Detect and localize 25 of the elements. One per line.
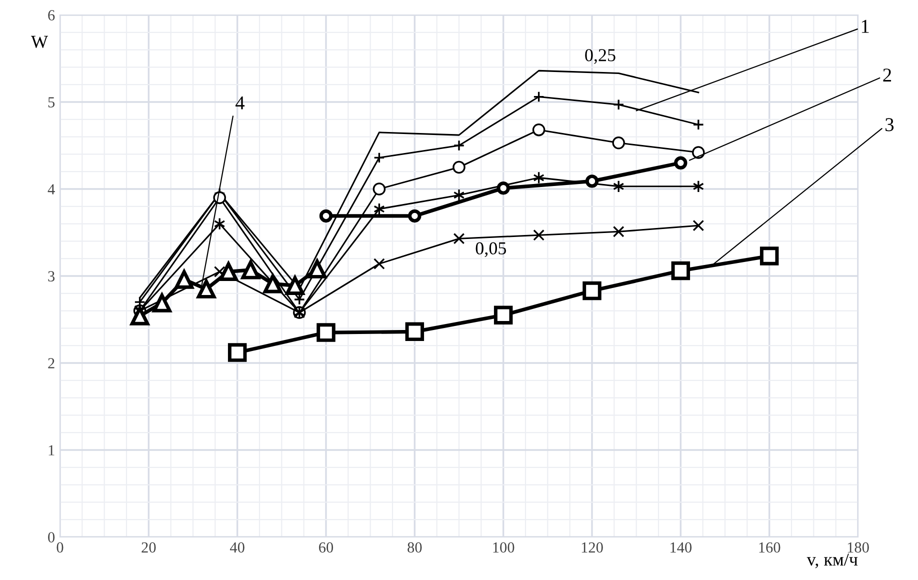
x-tick-label: 80 bbox=[408, 542, 422, 553]
x-tick-label: 20 bbox=[142, 542, 156, 553]
annotation: 1 bbox=[862, 20, 869, 33]
x-tick-label: 0 bbox=[56, 542, 64, 553]
x-tick-label: 60 bbox=[319, 542, 334, 553]
y-tick-label: 3 bbox=[48, 271, 55, 282]
x-tick-label: 140 bbox=[670, 542, 692, 553]
annotation: 0,25 bbox=[585, 49, 616, 64]
x-axis-title: v, км/ч bbox=[806, 554, 858, 568]
y-tick-label: 2 bbox=[48, 358, 54, 368]
x-tick-label: 120 bbox=[582, 542, 603, 553]
annotation: 0,05 bbox=[476, 242, 506, 258]
annotation: 2 bbox=[883, 68, 892, 82]
x-tick-label: 40 bbox=[230, 542, 244, 553]
annotation: 3 bbox=[886, 118, 894, 132]
y-tick-label: 5 bbox=[48, 97, 55, 108]
y-tick-label: 4 bbox=[48, 184, 55, 194]
y-tick-label: 0 bbox=[48, 532, 55, 542]
x-tick-label: 180 bbox=[848, 542, 869, 553]
x-tick-label: 100 bbox=[493, 542, 514, 553]
x-tick-label: 160 bbox=[759, 542, 780, 553]
y-tick-label: 6 bbox=[48, 10, 55, 20]
y-tick-label: 1 bbox=[48, 445, 54, 456]
y-axis-title: W bbox=[31, 36, 48, 48]
annotation: 4 bbox=[235, 96, 245, 110]
